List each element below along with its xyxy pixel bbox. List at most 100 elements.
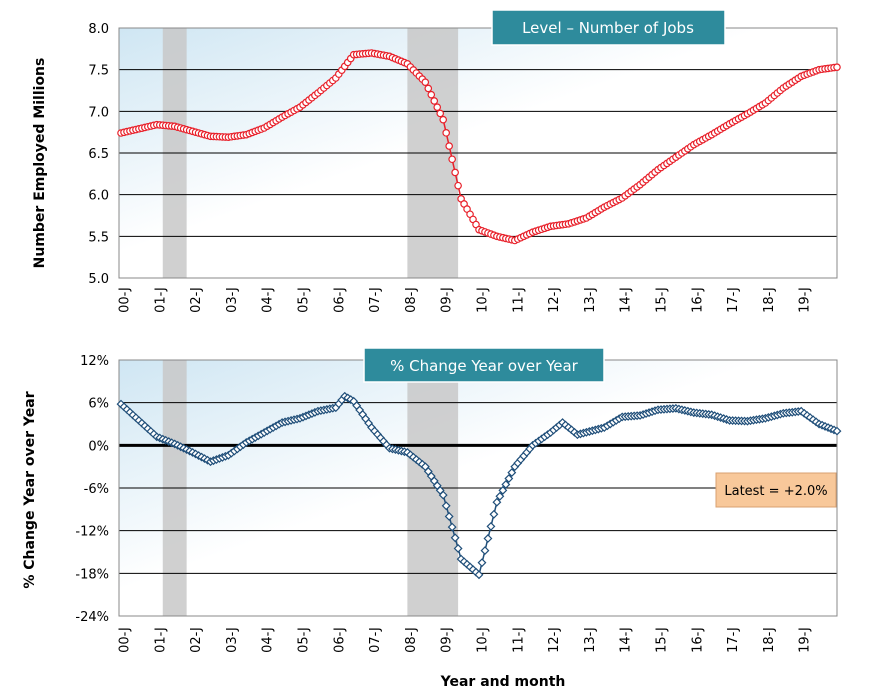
yoy-series: [116, 391, 842, 580]
level-title-box: Level – Number of Jobs: [491, 9, 726, 46]
data-point: [447, 522, 457, 532]
yoy-chart-panel: -24%-18%-12%-6%0%6%12% 00-J 01-J 02-J 03-J 0…: [22, 347, 842, 690]
x-tick-label: 15-J: [655, 287, 670, 313]
x-tick-label: 14-J: [619, 627, 634, 653]
level-y-tick-labels: 5.0 5.5 6.0 6.5 7.0 7.5 8.0: [88, 22, 109, 287]
data-point: [492, 497, 502, 507]
data-point: [421, 78, 430, 86]
x-tick-label: 13-J: [583, 287, 598, 313]
latest-annotation-text: Latest = +2.0%: [724, 484, 827, 499]
data-point: [436, 109, 445, 118]
y-tick-label: 7.5: [88, 64, 109, 79]
y-tick-label: 5.5: [88, 230, 109, 245]
data-point: [474, 570, 484, 580]
data-point: [448, 155, 456, 164]
latest-annotation-box: [715, 472, 837, 508]
data-point: [507, 468, 517, 478]
x-tick-label: 10-J: [476, 627, 491, 653]
x-tick-label: 16-J: [690, 627, 705, 653]
x-tick-label: 00-J: [118, 627, 133, 653]
data-point: [832, 426, 842, 436]
x-tick-label: 02-J: [189, 627, 204, 653]
x-tick-label: 12-J: [547, 287, 562, 313]
yoy-title-box: % Change Year over Year: [363, 347, 605, 383]
y-tick-label: 0%: [88, 439, 109, 454]
x-tick-label: 03-J: [225, 627, 240, 653]
x-tick-label: 08-J: [404, 627, 419, 653]
y-tick-label: 6%: [88, 397, 109, 412]
x-tick-label: 04-J: [261, 287, 276, 313]
level-title-background: [491, 9, 726, 46]
data-point: [451, 168, 459, 177]
level-plot-border: [118, 27, 838, 279]
yoy-y-tick-labels: -24% -18% -12% -6% 0% 6% 12%: [75, 354, 109, 625]
level-title: Level – Number of Jobs: [522, 19, 694, 37]
data-point: [504, 474, 514, 483]
x-tick-label: 06-J: [332, 627, 347, 653]
x-tick-label: 17-J: [726, 627, 741, 653]
x-tick-label: 05-J: [297, 627, 312, 653]
data-point: [444, 511, 454, 521]
x-tick-label: 06-J: [332, 287, 347, 313]
y-tick-label: 6.5: [88, 147, 109, 162]
y-tick-label: -12%: [75, 525, 109, 540]
x-tick-label: 09-J: [440, 627, 455, 653]
data-point: [480, 546, 490, 556]
x-tick-label: 14-J: [619, 287, 634, 313]
data-point: [477, 558, 487, 568]
data-point: [441, 501, 451, 511]
x-tick-label: 09-J: [440, 287, 455, 313]
x-tick-label: 05-J: [297, 287, 312, 313]
x-tick-label: 07-J: [368, 287, 383, 313]
x-tick-label: 07-J: [368, 627, 383, 653]
latest-annotation: Latest = +2.0%: [715, 472, 837, 508]
x-tick-label: 18-J: [762, 627, 777, 653]
x-tick-label: 19-J: [798, 287, 813, 313]
x-tick-label: 01-J: [153, 287, 168, 313]
yoy-x-tick-labels: 00-J 01-J 02-J 03-J 04-J 05-J 06-J 07-J 08-J 09-J…: [118, 627, 813, 653]
data-point: [427, 90, 436, 99]
x-tick-label: 15-J: [655, 627, 670, 653]
x-tick-label: 13-J: [583, 627, 598, 653]
yoy-title: % Change Year over Year: [390, 357, 579, 375]
data-point: [442, 129, 450, 137]
x-tick-label: 00-J: [118, 287, 133, 313]
x-tick-label: 04-J: [261, 627, 276, 653]
data-point: [483, 534, 493, 543]
x-tick-label: 19-J: [798, 627, 813, 653]
x-tick-label: 08-J: [404, 287, 419, 313]
data-point: [438, 490, 448, 500]
x-tick-label: 16-J: [690, 287, 705, 313]
data-point: [430, 97, 439, 105]
data-point: [445, 142, 453, 150]
y-tick-label: 5.0: [88, 272, 109, 287]
data-point: [489, 509, 499, 519]
yoy-title-background: [363, 347, 605, 383]
y-tick-label: -18%: [75, 567, 109, 582]
data-point: [501, 479, 511, 489]
x-tick-label: 10-J: [476, 287, 491, 313]
level-chart-panel: 5.0 5.5 6.0 6.5 7.0 7.5 8.0 00-J 01-J 02-J 03-J 04…: [32, 9, 841, 313]
level-series: [117, 49, 841, 245]
data-point: [454, 181, 462, 190]
x-tick-label: 12-J: [547, 627, 562, 653]
y-tick-label: 8.0: [88, 22, 109, 37]
x-tick-label: 01-J: [153, 627, 168, 653]
data-point: [433, 103, 442, 111]
data-point: [833, 63, 841, 71]
x-tick-label: 18-J: [762, 287, 777, 313]
x-tick-label: 02-J: [189, 287, 204, 313]
yoy-x-axis-title: Year and month: [440, 674, 566, 690]
x-tick-label: 17-J: [726, 287, 741, 313]
x-tick-label: 11-J: [511, 287, 526, 313]
y-tick-label: 7.0: [88, 105, 109, 120]
level-y-axis-title: Number Employed Millions: [32, 58, 48, 269]
yoy-y-axis-title: % Change Year over Year: [22, 391, 38, 588]
data-point: [450, 533, 460, 543]
data-point: [453, 543, 463, 553]
data-point: [495, 491, 505, 501]
data-point: [486, 521, 496, 531]
data-point: [498, 485, 508, 495]
level-x-tick-labels: 00-J 01-J 02-J 03-J 04-J 05-J 06-J 07-J 08-J 09-J…: [118, 287, 813, 313]
